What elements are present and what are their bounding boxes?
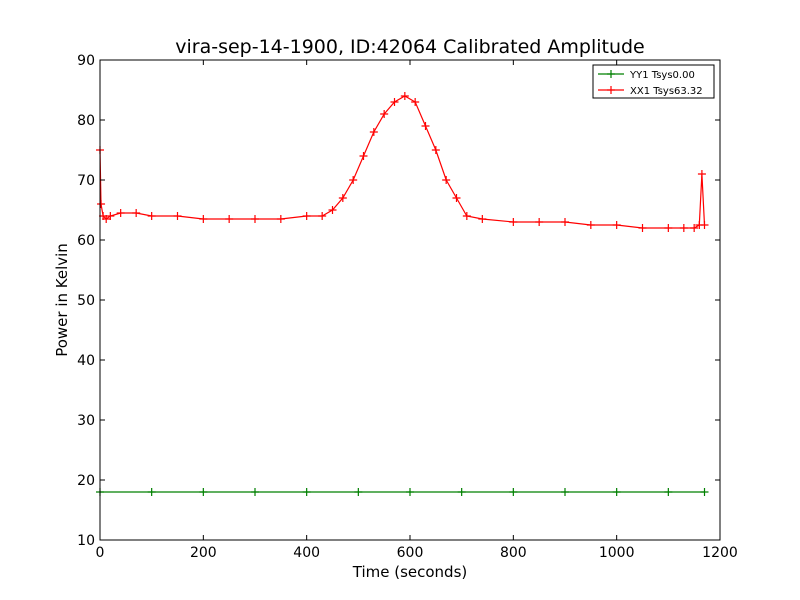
legend-label-1: XX1 Tsys63.32 <box>630 86 703 97</box>
series-1-point-22 <box>400 92 409 100</box>
y-tick-label-5: 60 <box>77 233 95 249</box>
series-0-point-8 <box>509 488 518 496</box>
series-1-point-5 <box>116 209 125 217</box>
series-1-point-8 <box>173 212 182 220</box>
legend-marker-0 <box>607 70 615 78</box>
x-tick-label-0: 0 <box>96 545 105 561</box>
series-1-point-37 <box>679 224 688 232</box>
series-1-point-11 <box>251 215 259 223</box>
series-1-point-12 <box>276 215 285 223</box>
y-tick-label-4: 50 <box>77 293 95 309</box>
x-tick-label-4: 800 <box>500 545 527 561</box>
x-tick-label-5: 1000 <box>599 545 635 561</box>
x-axis-label: Time (seconds) <box>352 563 468 581</box>
series-1-point-4 <box>106 212 115 220</box>
series-1-point-14 <box>318 212 327 220</box>
series-line-1 <box>99 95 706 229</box>
series-0-point-12 <box>700 488 709 496</box>
plot-frame <box>99 59 721 541</box>
y-tick-label-7: 80 <box>77 113 95 129</box>
y-tick-label-3: 40 <box>77 353 95 369</box>
series-1-point-6 <box>132 209 141 217</box>
series-1-point-28 <box>462 212 471 220</box>
series-1-point-1 <box>97 200 106 208</box>
y-tick-label-6: 70 <box>77 173 95 189</box>
y-tick-label-1: 20 <box>77 473 95 489</box>
series-1-point-32 <box>561 218 569 226</box>
series-1-point-31 <box>535 218 544 226</box>
y-tick-label-0: 10 <box>77 533 95 549</box>
series-1-point-19 <box>369 128 378 136</box>
legend-label-0: YY1 Tsys0.00 <box>629 70 695 81</box>
series-1-point-3 <box>102 215 111 223</box>
x-tick-label-6: 1200 <box>702 545 738 561</box>
series-1-point-24 <box>421 122 430 130</box>
series-0-point-9 <box>561 488 569 496</box>
series-1-point-38 <box>690 224 699 232</box>
series-1-point-41 <box>700 221 709 229</box>
series-1-point-7 <box>147 212 156 220</box>
series-1-point-25 <box>431 146 440 154</box>
y-tick-label-2: 30 <box>77 413 95 429</box>
x-axis-ticks: 0 200 400 600 800 1000 1200 <box>96 60 738 561</box>
series-1-point-10 <box>225 215 234 223</box>
series-0-point-3 <box>251 488 259 496</box>
series-1-point-27 <box>452 194 461 202</box>
legend: YY1 Tsys0.00 XX1 Tsys63.32 <box>592 64 715 99</box>
series-1-point-16 <box>338 194 347 202</box>
series-layer <box>96 92 709 496</box>
series-0-point-6 <box>406 488 414 496</box>
series-1-point-26 <box>442 176 451 184</box>
x-tick-label-2: 400 <box>293 545 320 561</box>
series-0-point-10 <box>612 488 621 496</box>
series-1-point-21 <box>390 98 399 106</box>
series-1-point-40 <box>697 170 706 178</box>
series-1-point-17 <box>349 176 358 184</box>
series-1-point-29 <box>478 215 487 223</box>
series-1-point-20 <box>380 110 389 118</box>
series-1-point-9 <box>199 215 208 223</box>
series-0-point-5 <box>354 488 363 496</box>
y-tick-label-8: 90 <box>77 53 95 69</box>
series-1-point-15 <box>328 206 337 214</box>
series-1-point-36 <box>664 224 673 232</box>
y-axis-label: Power in Kelvin <box>53 243 71 357</box>
series-1-point-33 <box>586 221 595 229</box>
series-0-point-1 <box>147 488 156 496</box>
series-1-point-30 <box>509 218 518 226</box>
series-1-point-13 <box>302 212 311 220</box>
series-0-point-4 <box>302 488 311 496</box>
series-0-point-7 <box>457 488 466 496</box>
series-1-point-34 <box>612 221 621 229</box>
legend-box <box>592 64 715 99</box>
series-0-point-11 <box>664 488 673 496</box>
legend-marker-1 <box>607 86 615 94</box>
y-axis-ticks: 10 20 30 40 50 60 70 80 90 <box>77 53 720 549</box>
x-tick-label-1: 200 <box>190 545 217 561</box>
series-0-point-2 <box>199 488 208 496</box>
series-1-point-23 <box>411 98 420 106</box>
x-tick-label-3: 600 <box>397 545 424 561</box>
chart-title: vira-sep-14-1900, ID:42064 Calibrated Am… <box>175 36 645 58</box>
series-1-point-35 <box>638 224 647 232</box>
series-1-point-18 <box>359 152 368 160</box>
